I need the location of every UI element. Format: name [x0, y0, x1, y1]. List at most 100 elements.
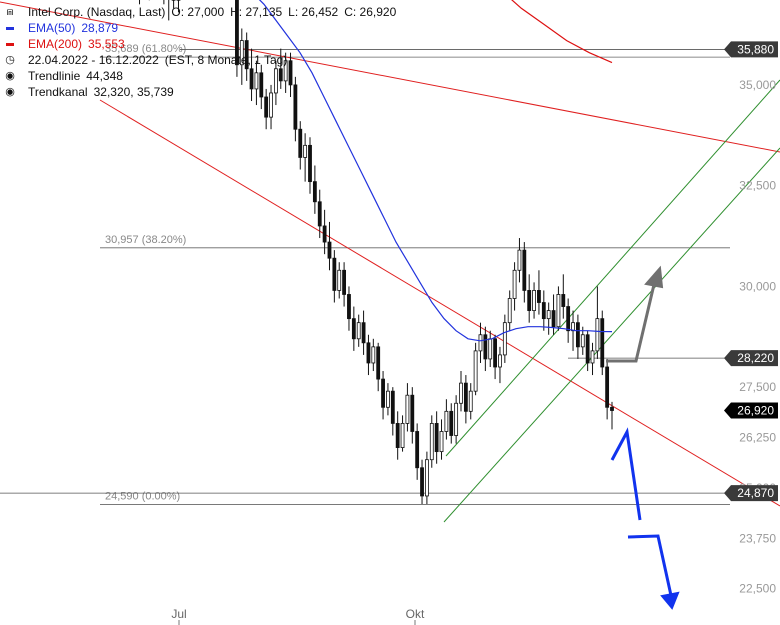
candle-body: [590, 350, 595, 364]
arrow-head-up-icon: [644, 265, 664, 289]
candle-body: [244, 40, 249, 70]
candlestick: [463, 375, 468, 424]
candle-body: [468, 390, 473, 412]
legend-channel-row[interactable]: ◉ Trendkanal 32,320, 35,739: [4, 84, 396, 100]
candlestick: [288, 52, 293, 97]
candlestick: [468, 383, 473, 420]
candle-body: [546, 310, 551, 320]
arrow-head-down-icon: [660, 591, 680, 610]
legend-trendline-row[interactable]: ◉ Trendlinie 44,348: [4, 68, 396, 84]
price-axis: 22,50023,75025,00026,25027,50030,00032,5…: [739, 78, 776, 596]
candle-body: [420, 467, 424, 497]
candlestick: [259, 64, 264, 110]
candlestick: [269, 84, 273, 130]
trendline-downtrend: [99, 99, 780, 507]
price-badge-label: 28,220: [737, 351, 774, 365]
candle-body: [556, 294, 561, 328]
candle-body: [541, 302, 546, 320]
candlestick: [278, 48, 283, 89]
candlestick: [444, 399, 449, 440]
candlestick: [449, 403, 454, 444]
candle-body: [610, 406, 614, 411]
candlestick: [239, 28, 244, 85]
candle-body: [317, 201, 322, 227]
candlestick: [424, 451, 429, 505]
candle-body: [298, 128, 303, 158]
candle-body: [551, 310, 556, 328]
candle-body: [278, 68, 283, 82]
candle-body: [273, 68, 278, 94]
candlesticks: [139, 0, 614, 505]
candle-body: [498, 354, 502, 368]
candlestick: [322, 209, 327, 255]
candle-body: [347, 294, 351, 320]
candlestick: [303, 133, 308, 182]
legend-range: 22.04.2022 - 16.12.2022: [28, 53, 159, 67]
legend-trendline-label: Trendlinie: [28, 69, 81, 83]
candlestick: [351, 306, 356, 351]
y-tick-label: 32,500: [739, 179, 776, 193]
projection-arrow-down-1: [610, 427, 642, 521]
moving-averages: [258, 0, 613, 342]
y-tick-label: 27,500: [739, 380, 776, 394]
y-tick-label: 26,250: [739, 431, 776, 445]
y-tick-label: 35,000: [739, 78, 776, 92]
candle-body: [381, 378, 385, 408]
candlestick: [488, 330, 493, 367]
candlestick: [517, 238, 522, 283]
candle-body: [356, 322, 361, 340]
time-axis: Jul Okt: [171, 607, 425, 625]
price-badge: 28,220: [724, 350, 778, 367]
price-badge: 24,870: [724, 485, 778, 502]
candlestick: [273, 60, 278, 106]
candle-body: [239, 40, 244, 66]
target-icon: ◉: [5, 86, 15, 98]
candlestick: [337, 262, 342, 299]
candlestick: [502, 314, 507, 363]
legend-ema200-label: EMA(200): [28, 37, 83, 51]
candle-body: [400, 423, 405, 449]
x-tick-label: Okt: [406, 607, 425, 621]
legend-range-row[interactable]: ◷ 22.04.2022 - 16.12.2022 (EST, 8 Monate…: [4, 52, 396, 68]
chart-legend: ⩎ Intel Corp. (Nasdaq, Last) O: 27,000 H…: [4, 4, 396, 100]
legend-ema200-row[interactable]: EMA(200) 35,553: [4, 36, 396, 52]
candle-body: [459, 382, 463, 404]
candlestick: [327, 221, 332, 271]
candlestick: [235, 0, 239, 77]
legend-ema50-row[interactable]: EMA(50) 28,879: [4, 20, 396, 36]
y-tick-label: 30,000: [739, 279, 776, 293]
candle-body: [488, 338, 493, 360]
candle-body: [405, 394, 410, 424]
candlestick: [556, 286, 561, 331]
candlestick: [395, 411, 400, 460]
candlestick: [575, 314, 580, 359]
candle-body: [327, 241, 332, 259]
fib-level-label: 24,590 (0.00%): [105, 490, 180, 502]
candle-body: [478, 334, 483, 352]
legend-close: C: 26,920: [344, 5, 397, 19]
candle-body: [264, 96, 269, 118]
legend-channel-value: 32,320, 35,739: [93, 85, 174, 99]
candlestick: [298, 121, 303, 170]
candlestick: [434, 411, 439, 464]
candle-body: [332, 257, 337, 291]
candle-body: [493, 338, 498, 368]
candlestick: [332, 250, 337, 303]
candle-body: [532, 290, 536, 311]
fib-level-label: 35,689 (61.80%): [105, 43, 186, 55]
candle-body: [595, 318, 600, 352]
candlestick: [590, 342, 595, 376]
candle-body: [605, 366, 610, 408]
ema50-line: [258, 0, 613, 342]
candle-body: [537, 290, 541, 303]
clock-icon: ◷: [5, 54, 15, 66]
candlestick: [605, 358, 610, 420]
candle-body: [517, 249, 522, 271]
candlestick: [459, 371, 463, 412]
candle-body: [342, 269, 347, 295]
candlestick: [566, 298, 571, 343]
candlestick: [342, 262, 347, 307]
price-badge: 26,920: [724, 402, 778, 419]
candle-body: [303, 144, 308, 158]
